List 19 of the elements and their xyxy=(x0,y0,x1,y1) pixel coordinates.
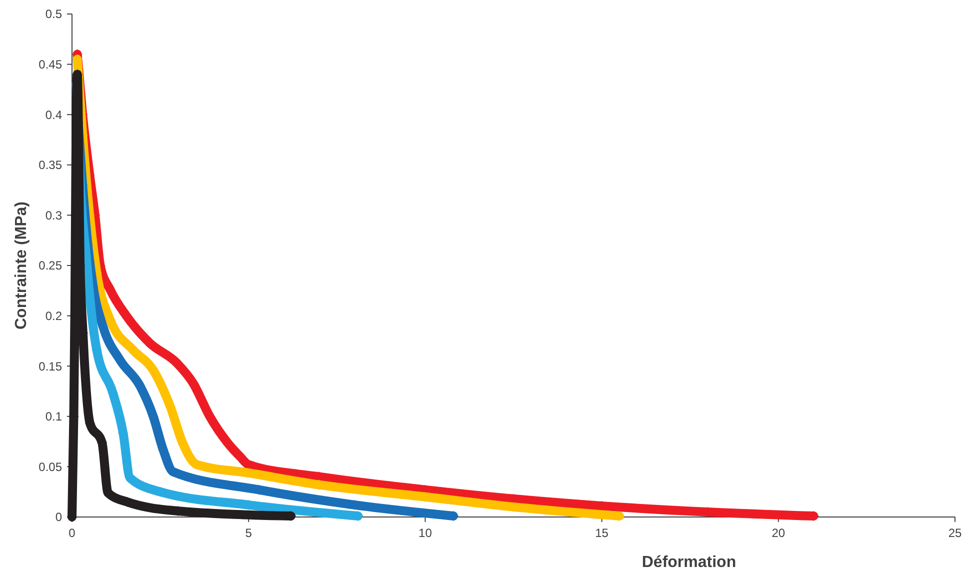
y-tick-label: 0.3 xyxy=(45,208,62,222)
x-tick-label: 10 xyxy=(418,526,432,540)
x-axis-title: Déformation xyxy=(642,554,736,571)
x-tick-label: 20 xyxy=(772,526,786,540)
x-tick-label: 5 xyxy=(245,526,252,540)
y-tick-label: 0.05 xyxy=(38,460,62,474)
x-tick-label: 0 xyxy=(68,526,76,540)
y-tick-label: 0.15 xyxy=(38,359,62,374)
y-tick-label: 0.45 xyxy=(38,58,62,72)
y-tick-label: 0.4 xyxy=(45,108,62,122)
y-tick-label: 0.25 xyxy=(38,258,62,273)
y-tick-label: 0.35 xyxy=(38,158,62,172)
y-tick-label: 0 xyxy=(55,510,62,524)
y-tick-label: 0.5 xyxy=(45,7,62,22)
x-tick-label: 25 xyxy=(948,526,962,540)
y-tick-label: 0.2 xyxy=(45,309,62,323)
y-tick-label: 0.1 xyxy=(45,410,62,424)
y-axis-title: Contrainte (MPa) xyxy=(13,202,30,330)
x-tick-label: 15 xyxy=(595,526,609,540)
